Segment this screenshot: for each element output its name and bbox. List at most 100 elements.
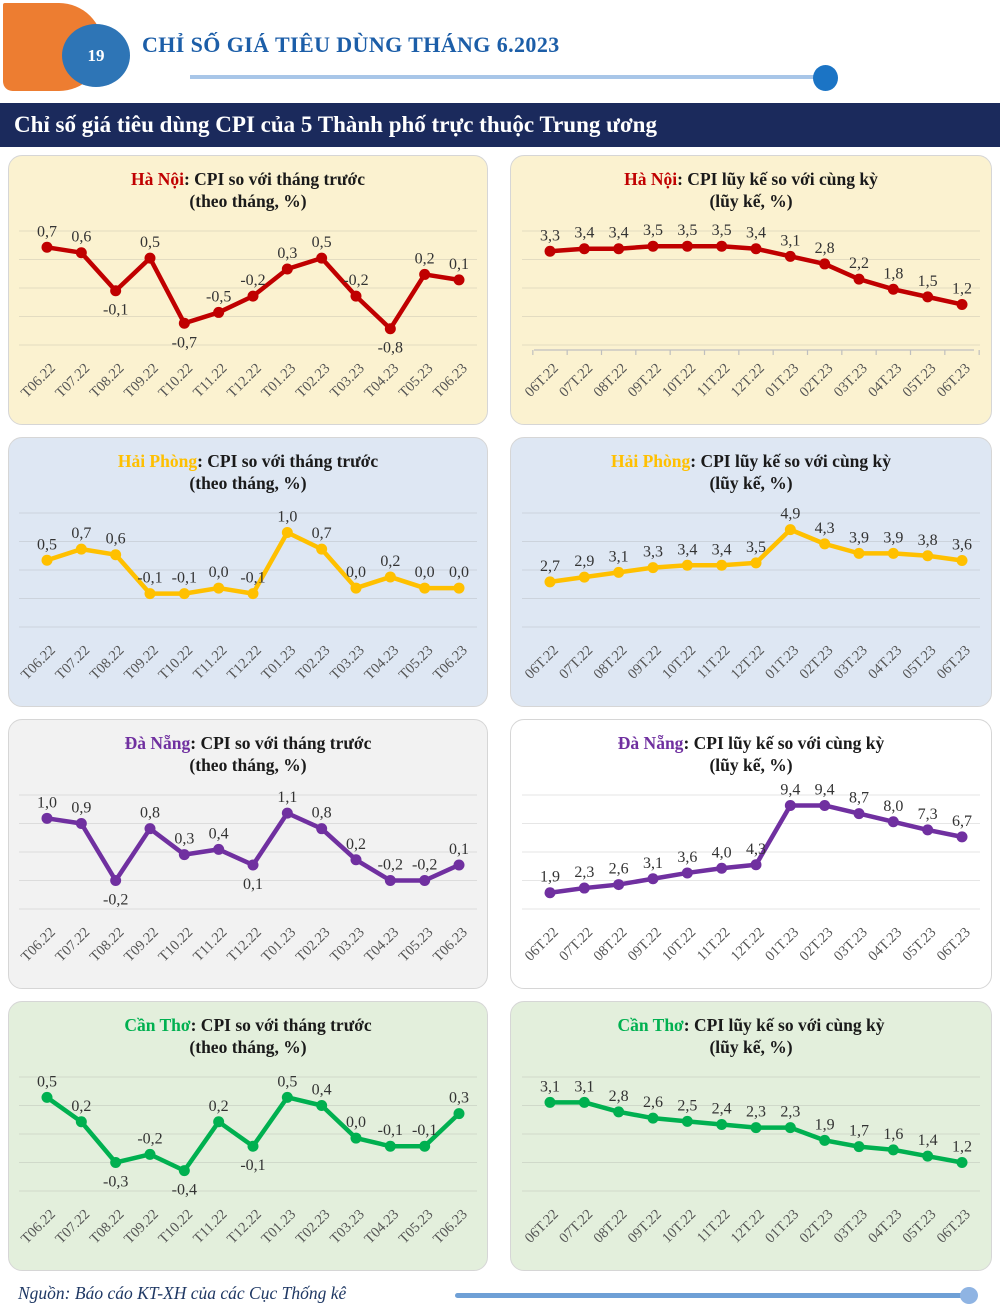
x-axis-label: 07T.22 <box>556 1206 596 1246</box>
x-axis-label: 06T.22 <box>522 360 562 400</box>
data-point <box>681 1115 693 1127</box>
x-axis-label: 06T.23 <box>934 1206 974 1246</box>
data-point <box>578 571 590 583</box>
data-point <box>41 241 53 253</box>
chart-title: Hà Nội: CPI lũy kế so với cùng kỳ (lũy kế… <box>511 169 991 213</box>
x-axis-label: 12T.22 <box>728 924 768 964</box>
chart-title-text: : CPI lũy kế so với cùng kỳ <box>683 1015 885 1035</box>
x-axis-label: 04T.23 <box>865 1206 905 1246</box>
chart-panel-ha-noi-monthly: Hà Nội: CPI so với tháng trước (theo thán… <box>8 155 488 425</box>
data-label: 2,8 <box>609 1088 629 1105</box>
data-label: -0,2 <box>343 272 368 289</box>
x-axis-label: T06.22 <box>18 1206 59 1247</box>
data-point <box>716 240 728 252</box>
x-axis-label: T07.22 <box>53 924 94 965</box>
x-axis-label: 09T.22 <box>625 1206 665 1246</box>
chart-title-text: : CPI lũy kế so với cùng kỳ <box>683 733 885 753</box>
data-label: 3,8 <box>918 532 938 549</box>
data-label: 3,1 <box>780 232 800 249</box>
x-axis-label: 08T.22 <box>591 642 631 682</box>
data-point <box>544 1096 556 1108</box>
data-point <box>544 245 556 257</box>
x-axis-label: T09.22 <box>121 1206 162 1247</box>
x-axis-label: 01T.23 <box>762 642 802 682</box>
x-axis-label: 03T.23 <box>831 360 871 400</box>
x-axis-label: 11T.22 <box>694 360 734 400</box>
section-banner: Chỉ số giá tiêu dùng CPI của 5 Thành phố… <box>0 103 1000 147</box>
data-label: 3,6 <box>677 849 697 866</box>
x-axis-label: T08.22 <box>87 642 128 683</box>
data-label: -0,8 <box>378 339 403 356</box>
footer-divider-dot <box>960 1287 978 1304</box>
chart-subtitle: (lũy kế, %) <box>709 190 793 211</box>
data-label: -0,1 <box>172 569 197 586</box>
chart-subtitle: (theo tháng, %) <box>189 1036 307 1057</box>
x-axis-label: T09.22 <box>121 924 162 965</box>
x-axis-label: 03T.23 <box>831 924 871 964</box>
data-point <box>853 273 865 285</box>
data-point <box>647 561 659 573</box>
data-label: 0,7 <box>312 525 332 542</box>
x-axis-label: T05.23 <box>396 642 437 683</box>
data-point <box>178 587 190 599</box>
x-axis-label: 12T.22 <box>728 1206 768 1246</box>
data-label: 1,4 <box>918 1132 938 1149</box>
data-label: -0,1 <box>378 1122 403 1139</box>
data-point <box>213 582 225 594</box>
data-label: 9,4 <box>780 781 800 798</box>
data-label: 3,9 <box>849 529 869 546</box>
data-label: 9,4 <box>815 781 835 798</box>
data-label: 0,6 <box>71 228 91 245</box>
data-label: 0,0 <box>346 1114 366 1131</box>
x-axis-label: T09.22 <box>121 642 162 683</box>
x-axis-label: 02T.23 <box>797 924 837 964</box>
chart-panel-can-tho-monthly: Cần Thơ: CPI so với tháng trước (theo thá… <box>8 1001 488 1271</box>
data-label: 0,6 <box>106 530 126 547</box>
chart-title: Đà Nẵng: CPI so với tháng trước (theo thá… <box>9 733 487 777</box>
x-axis-label: T02.23 <box>293 1206 334 1247</box>
data-point <box>419 582 431 594</box>
data-point <box>350 582 362 594</box>
data-point <box>613 1106 625 1118</box>
x-axis-label: T03.23 <box>327 924 368 965</box>
x-axis-label: T06.22 <box>18 642 59 683</box>
x-axis-label: T07.22 <box>53 1206 94 1247</box>
x-axis-label: T08.22 <box>87 1206 128 1247</box>
data-label: 1,9 <box>815 1116 835 1133</box>
data-point <box>110 548 122 560</box>
data-label: 1,8 <box>883 265 903 282</box>
chart-city-name: Đà Nẵng <box>124 733 191 753</box>
data-label: 0,4 <box>209 825 229 842</box>
data-point <box>613 566 625 578</box>
source-note: Nguồn: Báo cáo KT-XH của các Cục Thống k… <box>18 1283 347 1303</box>
data-point <box>110 1156 122 1168</box>
data-point <box>247 290 259 302</box>
chart-city-name: Hà Nội <box>624 169 678 189</box>
x-axis-label: T01.23 <box>259 1206 300 1247</box>
data-point <box>419 1140 431 1152</box>
data-label: 3,1 <box>609 548 629 565</box>
data-label: -0,2 <box>240 272 265 289</box>
data-point <box>922 550 934 561</box>
data-point <box>75 543 87 555</box>
x-axis-label: 12T.22 <box>728 360 768 400</box>
chart-city-name: Hải Phòng <box>610 451 691 471</box>
data-label: -0,2 <box>378 856 403 873</box>
data-point <box>544 886 556 898</box>
data-point <box>613 242 625 254</box>
header-divider-dot <box>813 65 838 91</box>
data-label: 7,3 <box>918 806 938 823</box>
data-point <box>178 317 190 329</box>
chart-subtitle: (lũy kế, %) <box>709 1036 793 1057</box>
x-axis-label: T03.23 <box>327 642 368 683</box>
data-label: 3,4 <box>609 224 629 241</box>
x-axis-label: 08T.22 <box>591 360 631 400</box>
x-axis-label: 06T.22 <box>522 1206 562 1246</box>
line-chart-hai-phong-monthly: 0,5 T06.22 0,7 T07.22 0,6 T08.22 -0,1 T09.22 -0,… <box>18 508 477 683</box>
data-point <box>110 874 122 886</box>
data-point <box>213 1116 225 1128</box>
data-label: 4,9 <box>780 505 800 522</box>
data-point <box>178 1164 190 1176</box>
data-point <box>681 559 693 571</box>
data-label: 3,1 <box>574 1078 594 1095</box>
